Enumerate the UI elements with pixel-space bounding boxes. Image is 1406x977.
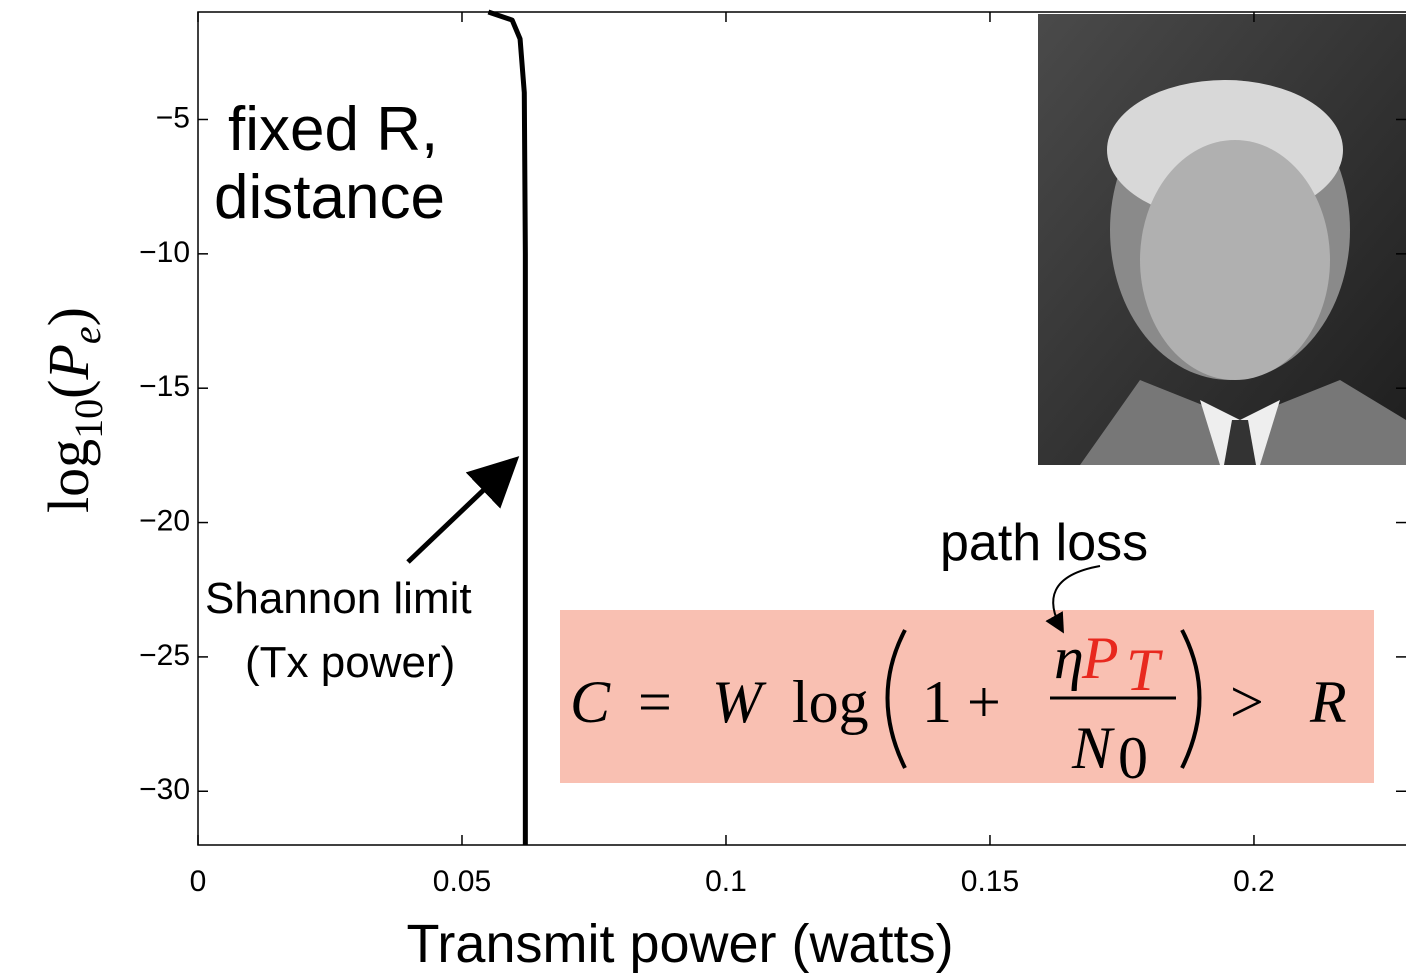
line [487,9,528,845]
y-label-part: ) [36,307,101,326]
x-tick-label: 0.1 [705,865,747,898]
formula-part: R [1309,669,1347,735]
formula-part: W [712,669,767,735]
x-tick-label: 0 [190,865,207,898]
y-tick-label: −25 [139,639,190,672]
y-tick-label: −10 [139,236,190,269]
formula-part: = [638,669,672,735]
formula-box [560,610,1374,783]
formula-part: log [792,669,869,735]
y-label-part: log [36,439,101,513]
formula-part: η [1054,625,1084,691]
plot-frame [197,11,1406,846]
y-tick-label: −20 [139,504,190,537]
formula-part: N [1071,715,1115,781]
paren [1180,629,1202,769]
formula: C = W log 1 + η P T N 0 > R [570,625,1347,791]
y-label-part: P [36,344,101,380]
y-tick-label: −15 [139,370,190,403]
arrow [406,456,520,564]
y-label-part: e [64,326,109,344]
annotation: Shannon limit [205,574,472,623]
formula-part: 1 + [922,669,1001,735]
y-tick-label: −5 [156,101,190,134]
x-tick-label: 0.05 [433,865,491,898]
arrow [1045,565,1101,634]
formula-part: 0 [1118,725,1148,791]
portrait-photo [1038,14,1406,465]
paren [885,629,907,769]
formula-part: C [570,669,611,735]
y-axis-label: log10(Pe) [36,307,111,513]
formula-part: T [1126,637,1163,703]
annotation: (Tx power) [245,638,455,687]
annotation: fixed R, [228,95,438,164]
x-tick-label: 0.15 [961,865,1019,898]
x-tick-label: 0.2 [1233,865,1275,898]
x-axis-label: Transmit power (watts) [406,914,953,974]
formula-part: P [1081,625,1119,691]
annotation: path loss [940,514,1148,572]
y-label-part: ( [36,380,101,399]
y-label-part: 10 [66,399,111,439]
formula-part: > [1230,669,1264,735]
y-tick-label: −30 [139,773,190,806]
annotation: distance [214,163,445,232]
